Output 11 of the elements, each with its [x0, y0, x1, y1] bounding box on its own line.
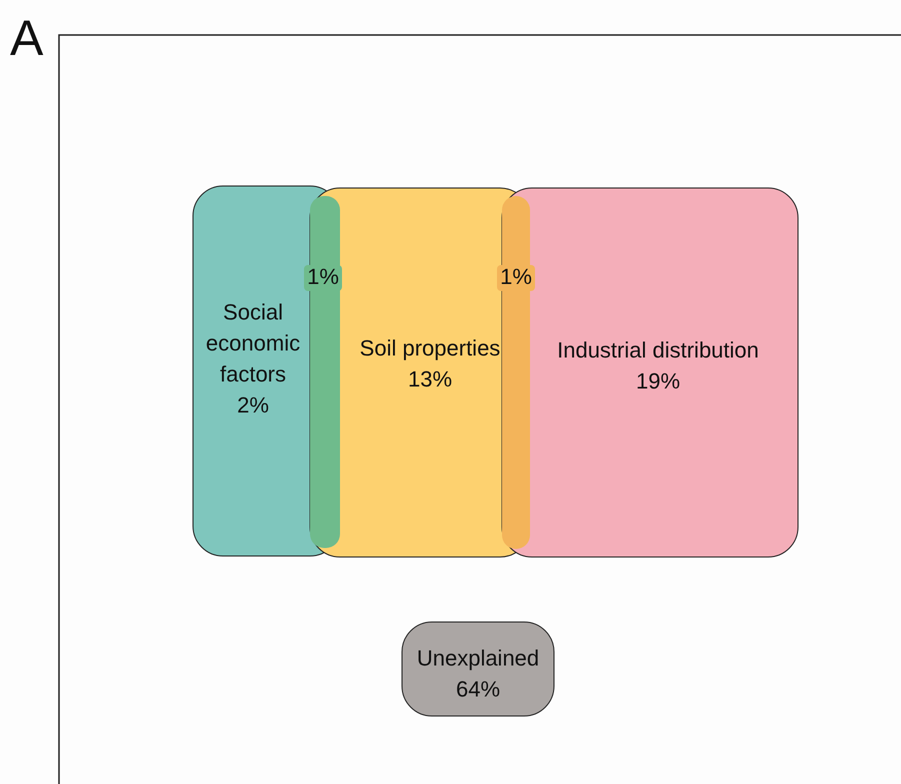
text: A	[10, 10, 44, 66]
category-label: Social economic factors	[206, 299, 300, 386]
category-label: Industrial distribution	[557, 337, 759, 362]
text: 1%	[500, 264, 532, 289]
data-label: 19%	[636, 368, 680, 394]
category-label: Unexplained	[416, 645, 540, 670]
data-label: 64%	[456, 676, 500, 702]
category-label: Soil properties	[360, 335, 500, 360]
text: 1%	[307, 264, 339, 289]
data-label: 13%	[408, 366, 452, 392]
data-label: 2%	[237, 392, 269, 418]
